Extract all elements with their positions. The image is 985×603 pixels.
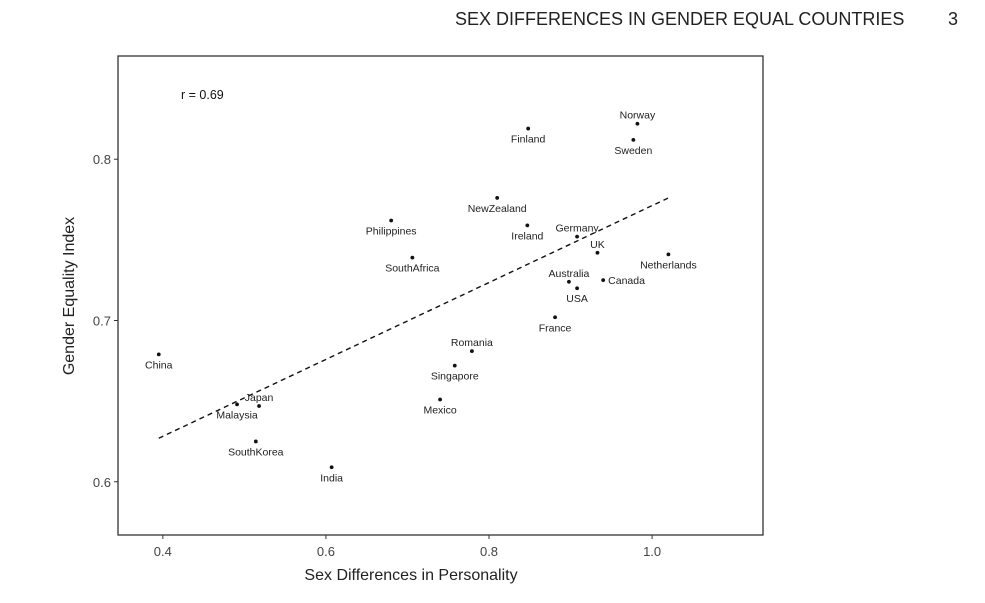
point-label: SouthKorea (228, 446, 284, 458)
point-marker (257, 404, 261, 408)
data-point-southkorea: SouthKorea (228, 439, 284, 458)
point-label: Canada (608, 275, 645, 287)
data-point-france: France (539, 315, 572, 334)
data-point-romania: Romania (451, 337, 493, 354)
data-point-australia: Australia (548, 268, 590, 284)
data-point-usa: USA (566, 286, 588, 305)
point-marker (631, 137, 636, 142)
data-point-malaysia: Malaysia (216, 402, 258, 421)
data-point-philippines: Philippines (366, 218, 417, 238)
point-label: Australia (548, 268, 589, 280)
point-label: France (539, 322, 572, 334)
data-point-netherlands: Netherlands (640, 252, 697, 271)
point-marker (156, 352, 161, 357)
x-tick-label: 0.4 (154, 544, 172, 559)
data-point-mexico: Mexico (423, 397, 457, 417)
y-axis-title: Gender Equality Index (61, 217, 78, 375)
x-axis: 0.4 0.6 0.8 1.0 (154, 535, 661, 559)
x-tick-label: 1.0 (643, 544, 661, 559)
point-label: Sweden (614, 145, 652, 157)
point-label: NewZealand (468, 203, 527, 215)
point-marker (389, 218, 394, 223)
point-marker (235, 402, 239, 407)
x-tick-label: 0.8 (480, 544, 498, 559)
point-label: Germany (555, 223, 599, 235)
data-point-singapore: Singapore (431, 363, 479, 383)
data-point-finland: Finland (511, 126, 546, 146)
point-marker (469, 349, 474, 354)
point-label: Romania (451, 337, 493, 349)
running-head: SEX DIFFERENCES IN GENDER EQUAL COUNTRIE… (455, 9, 905, 29)
point-marker (452, 363, 457, 368)
point-marker (329, 465, 334, 470)
point-marker (575, 286, 579, 291)
data-points: China Malaysia Japan SouthKorea India Philipp… (145, 110, 697, 485)
data-point-china: China (145, 352, 173, 371)
data-point-india: India (320, 465, 343, 484)
point-label: Norway (620, 110, 656, 122)
point-marker (438, 397, 442, 402)
data-point-sweden: Sweden (614, 137, 652, 157)
x-axis-title: Sex Differences in Personality (304, 567, 517, 584)
point-label: India (320, 472, 343, 484)
data-point-norway: Norway (620, 110, 656, 126)
point-marker (595, 250, 600, 255)
y-tick-label: 0.7 (93, 313, 111, 328)
point-label: SouthAfrica (385, 263, 439, 275)
point-marker (575, 234, 579, 239)
data-point-canada: Canada (601, 275, 645, 287)
point-marker (253, 439, 258, 444)
point-label: Japan (245, 392, 274, 404)
data-point-japan: Japan (245, 392, 274, 408)
data-point-southafrica: SouthAfrica (385, 255, 440, 275)
point-marker (666, 252, 671, 257)
data-point-newzealand: NewZealand (468, 196, 527, 215)
point-label: Mexico (423, 405, 456, 417)
data-point-uk: UK (590, 239, 605, 255)
point-marker (526, 126, 531, 131)
point-marker (635, 121, 640, 126)
point-marker (495, 196, 500, 200)
plot-frame (117, 55, 764, 536)
point-label: China (145, 359, 173, 371)
page-number: 3 (948, 9, 959, 29)
point-marker (601, 278, 606, 283)
point-label: Netherlands (640, 259, 697, 271)
x-tick-label: 0.6 (317, 544, 335, 559)
point-label: USA (566, 293, 588, 305)
point-marker (553, 315, 557, 320)
y-axis: 0.6 0.7 0.8 (93, 152, 118, 490)
correlation-annotation: r = 0.69 (181, 88, 224, 102)
point-label: Finland (511, 134, 546, 146)
point-label: Philippines (366, 226, 417, 238)
point-marker (567, 279, 571, 284)
point-marker (525, 223, 530, 228)
point-label: Ireland (511, 230, 543, 242)
point-label: Malaysia (216, 409, 258, 421)
y-tick-label: 0.8 (93, 152, 111, 167)
regression-line-group (158, 197, 669, 439)
data-point-ireland: Ireland (511, 223, 544, 242)
regression-line (158, 197, 669, 439)
y-tick-label: 0.6 (93, 475, 111, 490)
data-point-germany: Germany (555, 223, 599, 239)
point-label: UK (590, 239, 605, 251)
point-label: Singapore (431, 371, 479, 383)
point-marker (410, 255, 415, 260)
